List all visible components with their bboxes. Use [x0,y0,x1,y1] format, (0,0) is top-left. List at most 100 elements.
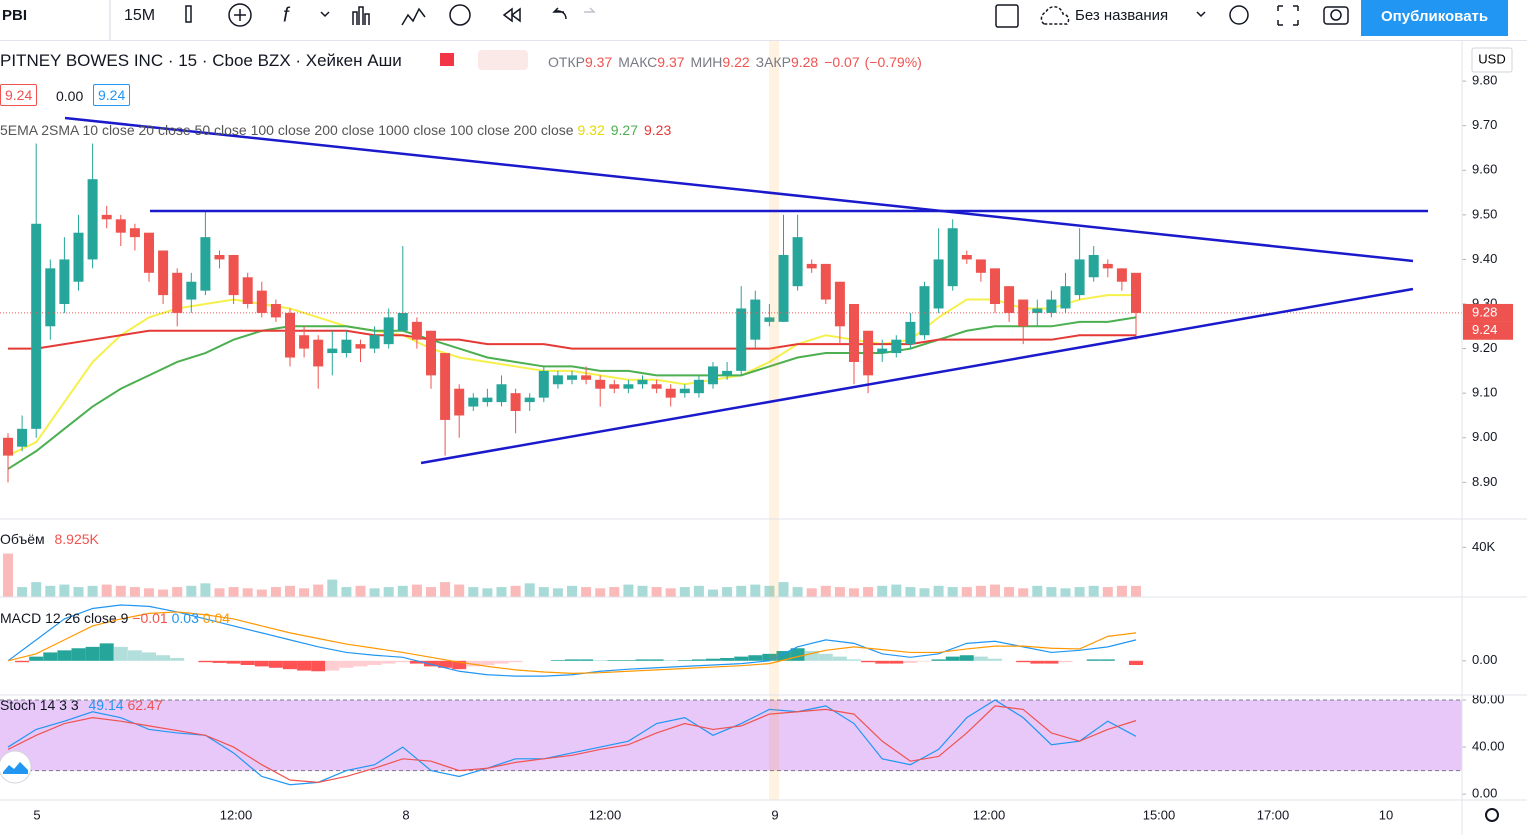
candle-body [200,237,211,291]
candle-body [510,393,521,412]
settings-icon[interactable] [1485,808,1499,822]
macd-hist-bar [762,653,777,661]
candle-body [383,317,394,345]
dropdown[interactable] [1196,11,1206,18]
settings-icon[interactable] [1229,5,1249,25]
ohlc-label: ЗАКР [755,54,791,70]
macd-hist-bar [649,659,664,661]
candle-body [538,370,549,398]
ma-value: 9.23 [643,122,672,138]
candle-body [299,335,310,349]
candle-body [158,250,169,296]
y-tick-label: 8.90 [1472,474,1497,489]
volume-bar [905,587,916,597]
layout-icon[interactable] [995,4,1019,28]
currency-box[interactable] [1471,47,1513,73]
macd-hist-bar [395,660,410,663]
add-plus [234,9,246,21]
macd-hist-bar [1086,659,1101,661]
macd-hist-bar [1044,660,1059,664]
candle-body [186,281,197,300]
stoch-title: Stoch 14 3 3 [0,697,79,713]
logo[interactable] [0,750,32,784]
redo-icon[interactable] [584,7,596,13]
volume-bar [849,588,859,597]
stoch-d-line [7,705,1137,783]
volume-bar [1018,588,1029,597]
candle-body [31,223,42,429]
macd-hist-bar [1129,660,1143,665]
snapshot-lens [1330,9,1342,21]
status-badge[interactable] [478,50,528,70]
bid[interactable]: 9.24 [0,84,38,106]
macd-hist-bar [198,660,213,663]
volume-bar [736,585,747,597]
macd-hist-bar [353,660,368,667]
volume-bar [129,587,140,597]
symbol[interactable]: PBI [2,7,28,24]
macd-hist-bar [127,650,142,661]
macd-hist-bar [494,660,509,664]
volume-bar [1032,585,1043,597]
candle-body [327,348,338,354]
volume-bar [200,583,211,597]
y-tick-label: 9.80 [1472,73,1497,88]
volume-bar [933,585,944,597]
volume-bar [426,587,436,597]
candle-body [242,277,253,305]
candle-body [1116,268,1127,282]
pane-separators [0,41,1527,835]
interval[interactable]: 15M [124,7,156,24]
ohlc-label: МАКС [618,54,658,70]
bars-icon[interactable] [185,5,192,23]
volume-bar [538,587,549,597]
volume-bar [440,582,451,597]
publish-button[interactable]: Опубликовать [1361,0,1509,36]
flag[interactable] [440,53,454,66]
alert-icon[interactable] [449,4,471,26]
candle-body [834,281,845,327]
candle-body [355,344,366,349]
candle-body [73,232,84,282]
replay-icon[interactable] [502,7,521,23]
volume-bar [115,585,126,597]
templates-icon[interactable] [352,6,370,25]
compare-icon[interactable] [401,7,426,26]
y-tick-label: 80.00 [1472,691,1505,706]
price-tag-label: 9.24 [1472,322,1497,337]
add-icon[interactable] [228,3,252,27]
stoch-k-value: 49.14 [88,697,124,713]
candle-body [665,388,676,398]
cloud-icon[interactable] [1040,6,1070,25]
ask[interactable]: 9.24 [93,84,131,106]
candle-body [172,272,183,313]
volume-bar [87,585,98,597]
volume-bar [369,588,380,597]
volume-bar [73,587,84,597]
candle-body [1046,299,1057,313]
candle-body [961,254,972,260]
macd-hist-bar [945,656,960,661]
undo-icon[interactable] [552,7,567,20]
fx-icon[interactable]: f [283,4,291,26]
plots: 9.809.709.609.509.409.309.209.109.008.90… [0,73,1513,822]
macd-hist-bar [875,660,890,664]
macd-hist-bar [297,660,312,671]
snapshot-icon[interactable] [1323,6,1349,25]
macd-hist-value: −0.01 [132,610,168,626]
volume-bar [524,583,535,597]
fullscreen-icon[interactable] [1277,5,1299,26]
candle-body [863,330,874,376]
macd-hist-bar [113,646,128,661]
macd-hist-bar [452,660,467,670]
macd-hist-bar [1016,660,1031,663]
macd-hist-bar [691,659,706,661]
ohlc-label: МИН [690,54,723,70]
dropdown[interactable] [320,11,330,18]
volume-bar [764,585,775,597]
volume-bar [961,587,972,597]
volume-bar [101,584,112,597]
macd-hist-bar [466,660,481,667]
layout-name[interactable]: Без названия [1075,7,1169,24]
